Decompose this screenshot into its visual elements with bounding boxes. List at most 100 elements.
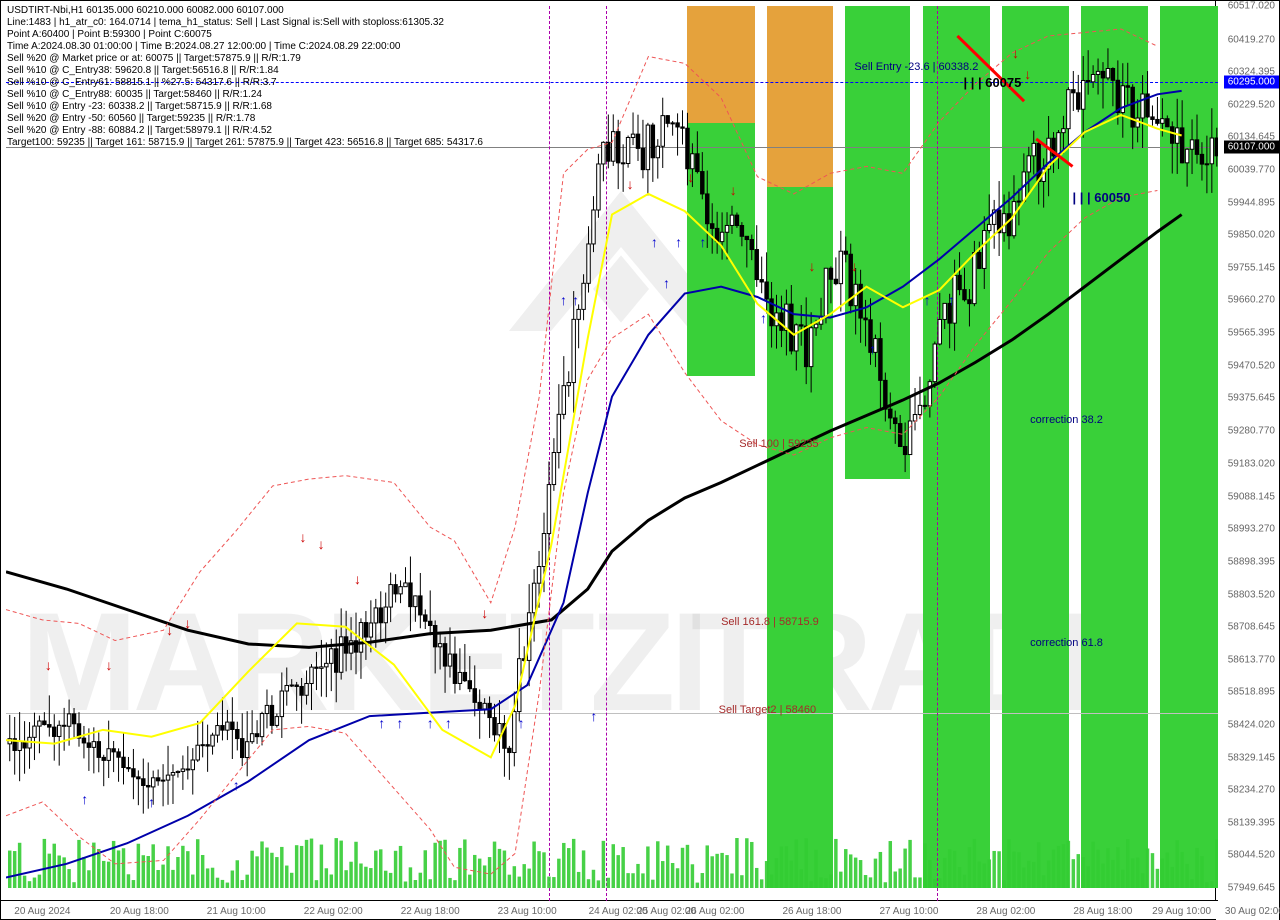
x-tick-label: 27 Aug 10:00 <box>879 906 938 917</box>
price-tag: 60295.000 <box>1224 76 1279 89</box>
info-line-4: Time A:2024.08.30 01:00:00 | Time B:2024… <box>7 41 400 52</box>
arrow-up-icon: ↑ <box>699 234 706 250</box>
candlesticks <box>8 48 1218 813</box>
chart-title: USDTIRT-Nbi,H1 60135.000 60210.000 60082… <box>7 5 284 16</box>
arrow-up-icon: ↑ <box>81 791 88 807</box>
arrow-up-icon: ↑ <box>378 715 385 731</box>
y-tick-label: 59565.395 <box>1228 327 1275 338</box>
arrow-down-icon: ↓ <box>1012 45 1019 61</box>
arrow-up-icon: ↑ <box>445 715 452 731</box>
info-line-9: Sell %10 @ Entry -23: 60338.2 || Target:… <box>7 101 272 112</box>
arrow-down-icon: ↓ <box>106 657 113 673</box>
arrow-down-icon: ↓ <box>299 529 306 545</box>
arrow-up-icon: ↑ <box>148 794 155 810</box>
info-line-7: Sell %10 @ C_Entry61: 58815.1 || %27.5: … <box>7 77 277 88</box>
y-tick-label: 60419.270 <box>1228 34 1275 45</box>
arrow-up-icon: ↑ <box>396 715 403 731</box>
arrow-down-icon: ↓ <box>45 657 52 673</box>
info-line-11: Sell %20 @ Entry -88: 60884.2 || Target:… <box>7 125 272 136</box>
y-tick-label: 59850.020 <box>1228 230 1275 241</box>
arrow-up-icon: ↑ <box>427 715 434 731</box>
info-line-3: Point A:60400 | Point B:59300 | Point C:… <box>7 29 212 40</box>
chart-label: | | | 60075 <box>963 75 1021 90</box>
chart-label: Sell 100 | 59235 <box>739 438 818 450</box>
info-line-8: Sell %10 @ C_Entry88: 60035 || Target:58… <box>7 89 262 100</box>
x-tick-label: 30 Aug 02:00 <box>1225 906 1280 917</box>
info-line-10: Sell %20 @ Entry -50: 60560 || Target:59… <box>7 113 255 124</box>
chart-label: correction 61.8 <box>1030 637 1103 649</box>
arrow-down-icon: ↓ <box>318 536 325 552</box>
y-tick-label: 58613.770 <box>1228 654 1275 665</box>
y-tick-label: 59088.145 <box>1228 491 1275 502</box>
arrow-up-icon: ↑ <box>651 234 658 250</box>
y-tick-label: 58139.395 <box>1228 817 1275 828</box>
y-tick-label: 60039.770 <box>1228 164 1275 175</box>
y-tick-label: 59375.645 <box>1228 393 1275 404</box>
y-tick-label: 59944.895 <box>1228 197 1275 208</box>
y-tick-label: 59755.145 <box>1228 262 1275 273</box>
arrow-up-icon: ↑ <box>675 234 682 250</box>
y-tick-label: 58993.270 <box>1228 524 1275 535</box>
y-tick-label: 58424.020 <box>1228 720 1275 731</box>
arrow-down-icon: ↓ <box>354 571 361 587</box>
arrow-up-icon: ↑ <box>233 777 240 793</box>
y-tick-label: 59183.020 <box>1228 459 1275 470</box>
arrow-down-icon: ↓ <box>687 169 694 185</box>
x-tick-label: 22 Aug 02:00 <box>304 906 363 917</box>
x-tick-label: 28 Aug 02:00 <box>976 906 1035 917</box>
chart-label: Sell 161.8 | 58715.9 <box>721 616 819 628</box>
info-line-12: Target100: 59235 || Target 161: 58715.9 … <box>7 137 483 148</box>
x-tick-label: 29 Aug 10:00 <box>1152 906 1211 917</box>
arrow-down-icon: ↓ <box>851 258 858 274</box>
y-axis: 60517.02060419.27060324.39560229.5206013… <box>1215 1 1279 920</box>
arrow-down-icon: ↓ <box>730 182 737 198</box>
y-tick-label: 58898.395 <box>1228 557 1275 568</box>
arrow-down-icon: ↓ <box>184 615 191 631</box>
x-tick-label: 22 Aug 18:00 <box>401 906 460 917</box>
x-axis: 20 Aug 2024 20 Aug 18:00 21 Aug 10:00 22 Au… <box>1 900 1218 919</box>
x-tick-label: 20 Aug 18:00 <box>110 906 169 917</box>
chart-label: Sell Entry -23.6 | 60338.2 <box>854 61 978 73</box>
arrow-up-icon: ↑ <box>572 292 579 308</box>
x-tick-label: 26 Aug 18:00 <box>782 906 841 917</box>
arrow-up-icon: ↑ <box>924 292 931 308</box>
chart-label: correction 38.2 <box>1030 414 1103 426</box>
y-tick-label: 58044.520 <box>1228 850 1275 861</box>
y-tick-label: 59660.270 <box>1228 295 1275 306</box>
arrow-down-icon: ↓ <box>808 258 815 274</box>
chart-label: | | | 60050 <box>1073 190 1131 205</box>
arrow-up-icon: ↑ <box>663 275 670 291</box>
price-tag: 60107.000 <box>1224 140 1279 153</box>
arrow-up-icon: ↑ <box>560 292 567 308</box>
y-tick-label: 59280.770 <box>1228 425 1275 436</box>
y-tick-label: 58708.645 <box>1228 622 1275 633</box>
arrow-up-icon: ↑ <box>590 708 597 724</box>
info-line-2: Line:1483 | h1_atr_c0: 164.0714 | tema_h… <box>7 17 444 28</box>
y-tick-label: 60229.520 <box>1228 99 1275 110</box>
arrow-up-icon: ↑ <box>869 341 876 357</box>
y-tick-label: 58234.270 <box>1228 785 1275 796</box>
x-tick-label: 26 Aug 02:00 <box>686 906 745 917</box>
info-line-5: Sell %20 @ Market price or at: 60075 || … <box>7 53 301 64</box>
y-tick-label: 60517.020 <box>1228 1 1275 12</box>
arrow-up-icon: ↑ <box>760 310 767 326</box>
y-tick-label: 59470.520 <box>1228 360 1275 371</box>
arrow-down-icon: ↓ <box>166 622 173 638</box>
y-tick-label: 58518.895 <box>1228 687 1275 698</box>
x-tick-label: 20 Aug 2024 <box>14 906 70 917</box>
arrow-up-icon: ↑ <box>948 292 955 308</box>
chart-container: MARKETZI TRADE ↓↑↓↑↓↓↑↓↓↓↑↑↑↑↓↑↑↑↑↓↑↑↑↑↓… <box>0 0 1280 920</box>
arrow-down-icon: ↓ <box>627 176 634 192</box>
chart-label: Sell Target2 | 58460 <box>719 704 816 716</box>
y-tick-label: 58803.520 <box>1228 589 1275 600</box>
x-tick-label: 21 Aug 10:00 <box>207 906 266 917</box>
y-tick-label: 58329.145 <box>1228 752 1275 763</box>
y-tick-label: 57949.645 <box>1228 883 1275 894</box>
x-tick-label: 23 Aug 10:00 <box>498 906 557 917</box>
arrow-down-icon: ↓ <box>481 605 488 621</box>
info-line-6: Sell %10 @ C_Entry38: 59620.8 || Target:… <box>7 65 279 76</box>
arrow-up-icon: ↑ <box>518 715 525 731</box>
volume-bars <box>8 838 1218 888</box>
arrow-down-icon: ↓ <box>1024 66 1031 82</box>
x-tick-label: 28 Aug 18:00 <box>1073 906 1132 917</box>
